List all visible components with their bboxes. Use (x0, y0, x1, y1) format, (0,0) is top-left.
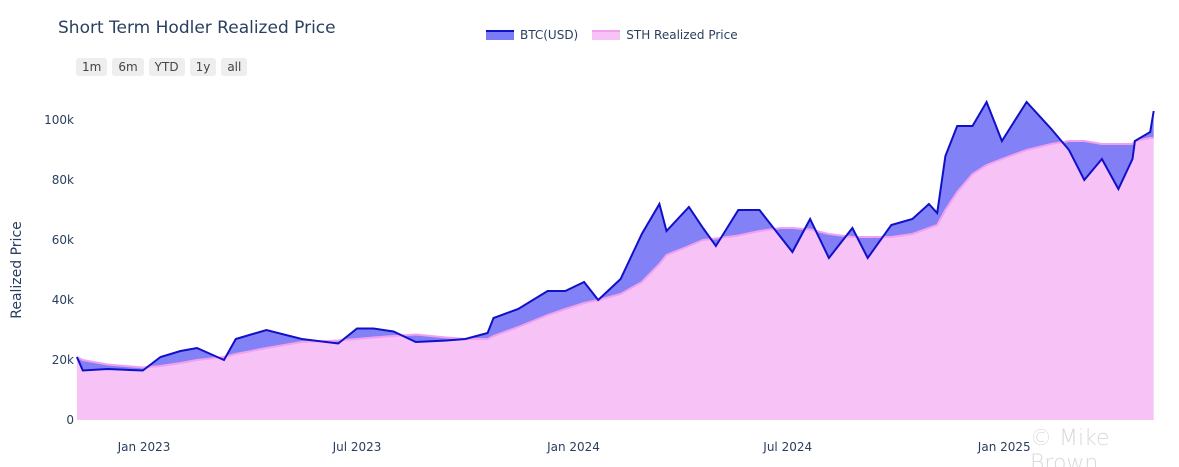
y-tick-label: 60k (52, 233, 74, 247)
x-tick-label: Jul 2024 (762, 440, 812, 454)
chart-title: Short Term Hodler Realized Price (58, 18, 336, 38)
legend-label-sth: STH Realized Price (626, 28, 738, 42)
y-tick-label: 0 (66, 413, 74, 427)
range-all-button[interactable]: all (221, 58, 248, 76)
y-axis-label: Realized Price (9, 221, 25, 319)
range-1m-button[interactable]: 1m (76, 58, 108, 76)
y-tick-label: 80k (52, 173, 74, 187)
range-6m-button[interactable]: 6m (112, 58, 144, 76)
x-tick-label: Jan 2023 (117, 440, 171, 454)
sth-area (76, 138, 1154, 420)
legend-swatch-btc (486, 30, 514, 40)
x-tick-label: Jul 2023 (332, 440, 382, 454)
btc-fill-area (76, 102, 1154, 371)
x-tick-label: Jan 2024 (546, 440, 600, 454)
y-tick-label: 20k (52, 353, 74, 367)
legend-swatch-sth (592, 30, 621, 40)
watermark: © Mike Brown (1030, 426, 1110, 467)
range-1y-button[interactable]: 1y (189, 58, 217, 76)
y-tick-label: 100k (44, 113, 74, 127)
legend-item-btc[interactable]: BTC(USD) (486, 28, 578, 42)
range-ytd-button[interactable]: YTD (148, 58, 185, 76)
range-selector: 1m 6m YTD 1y all (76, 58, 248, 76)
legend: BTC(USD) STH Realized Price (486, 28, 738, 42)
sth-line (76, 137, 1154, 369)
btc-line (75, 99, 1155, 372)
x-tick-label: Jan 2025 (977, 440, 1031, 454)
legend-label-btc: BTC(USD) (520, 28, 579, 42)
legend-item-sth[interactable]: STH Realized Price (592, 28, 738, 42)
y-tick-label: 40k (52, 293, 74, 307)
